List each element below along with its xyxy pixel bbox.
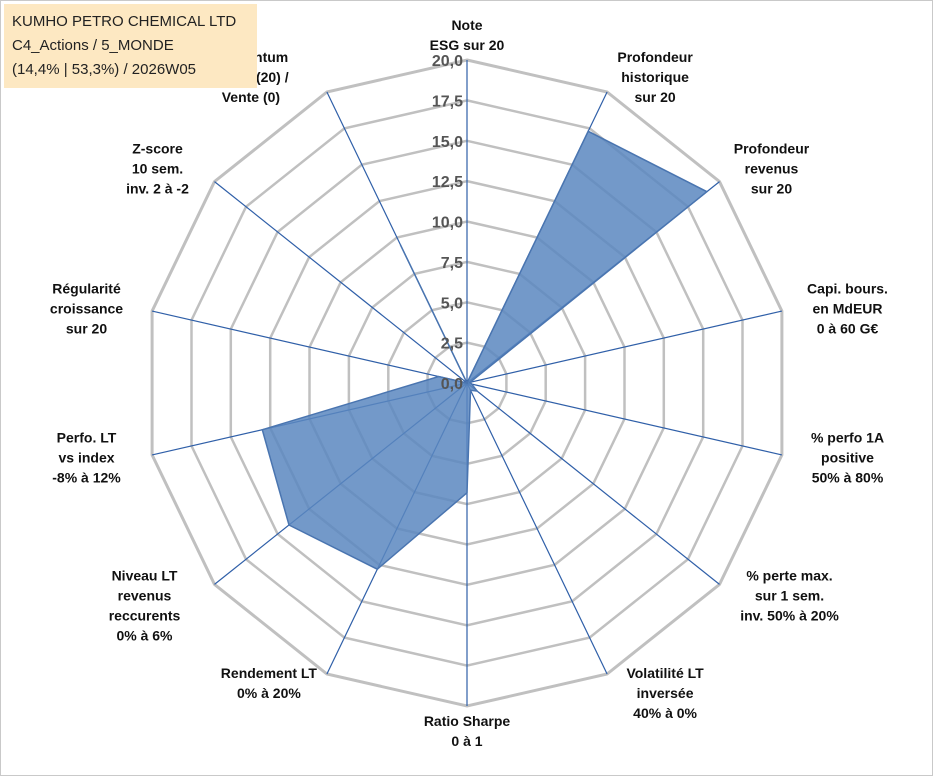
label-layer: Note ESG sur 20 Profondeur historique sur 20… [50, 17, 888, 749]
axis-label: Régularité croissance sur 20 [50, 281, 123, 337]
axis-label-line: 50% à 80% [812, 470, 884, 486]
axis-label-line: Vente (0) [222, 89, 280, 105]
tick-label: 12,5 [432, 174, 463, 191]
category-label: C4_Actions / 5_MONDE [12, 37, 174, 54]
axis-label-line: 40% à 0% [633, 705, 697, 721]
axis-label: Perfo. LT vs index -8% à 12% [52, 430, 121, 486]
axis-label-line: revenus [118, 587, 172, 603]
axis-label-line: Z-score [132, 141, 183, 157]
axis-label-line: -8% à 12% [52, 470, 121, 486]
axis-label-line: ESG sur 20 [430, 37, 505, 53]
axis-label-line: Perfo. LT [57, 430, 117, 446]
axis-label: Volatilité LT inversée 40% à 0% [626, 665, 704, 721]
tick-label: 17,5 [432, 93, 463, 110]
axis-spoke [466, 382, 783, 456]
tick-label: 10,0 [432, 215, 463, 232]
axis-label-line: Note [451, 17, 482, 33]
axis-label-line: Capi. bours. [807, 281, 888, 297]
series-layer [261, 130, 709, 571]
stats-label: (14,4% | 53,3%) / 2026W05 [12, 61, 196, 78]
axis-label-line: croissance [50, 301, 123, 317]
tick-label: 5,0 [441, 295, 463, 312]
axis-label-line: Profondeur [734, 141, 810, 157]
axis-label-line: vs index [58, 450, 114, 466]
axis-label-line: sur 20 [634, 89, 675, 105]
axis-label-line: inv. 50% à 20% [740, 607, 839, 623]
axis-label: Note ESG sur 20 [430, 17, 505, 53]
axis-label-line: Niveau LT [112, 567, 178, 583]
axis-label: Niveau LT revenus reccurents 0% à 6% [109, 567, 181, 643]
axis-label: Profondeur historique sur 20 [617, 49, 693, 105]
axis-label-line: 0% à 20% [237, 685, 301, 701]
axis-label-line: 0% à 6% [116, 627, 173, 643]
tick-layer: 0,0 2,5 5,0 7,5 10,0 12,5 15,0 17,5 20,0 [432, 53, 463, 393]
axis-label: % perfo 1A positive 50% à 80% [811, 430, 884, 486]
axis-label-line: % perfo 1A [811, 430, 884, 446]
axis-label-line: % perte max. [746, 567, 832, 583]
axis-spoke [214, 181, 468, 384]
tick-label: 0,0 [441, 376, 463, 393]
series-area [261, 130, 709, 571]
tick-label: 7,5 [441, 255, 463, 272]
axis-label-line: inv. 2 à -2 [126, 181, 189, 197]
axis-label-line: historique [621, 69, 689, 85]
axis-label-line: Profondeur [617, 49, 693, 65]
axis-label: Ratio Sharpe 0 à 1 [424, 713, 511, 749]
company-name: KUMHO PETRO CHEMICAL LTD [12, 13, 237, 30]
tick-label: 15,0 [432, 134, 463, 151]
axis-label-line: sur 20 [751, 181, 792, 197]
axis-label-line: 0 à 60 G€ [817, 321, 879, 337]
axis-label: Profondeur revenus sur 20 [734, 141, 810, 197]
axis-label-line: sur 20 [66, 321, 107, 337]
axis-label-line: en MdEUR [813, 301, 883, 317]
tick-label: 20,0 [432, 53, 463, 70]
axis-label-line: 10 sem. [132, 161, 183, 177]
tick-label: 2,5 [441, 336, 463, 353]
axis-spoke [466, 382, 608, 675]
axis-label-line: reccurents [109, 607, 181, 623]
axis-label-line: sur 1 sem. [755, 587, 824, 603]
axis-label-line: Rendement LT [221, 665, 318, 681]
axis-label: Z-score 10 sem. inv. 2 à -2 [126, 141, 189, 197]
axis-spoke [151, 310, 468, 384]
axis-label-line: Ratio Sharpe [424, 713, 511, 729]
axis-label-line: Régularité [52, 281, 121, 297]
axis-spoke [466, 382, 720, 585]
axis-label: Rendement LT 0% à 20% [221, 665, 318, 701]
axis-label-line: inversée [637, 685, 694, 701]
info-box: KUMHO PETRO CHEMICAL LTD C4_Actions / 5_… [4, 4, 257, 88]
axis-label-line: 0 à 1 [451, 733, 482, 749]
axis-label: Capi. bours. en MdEUR 0 à 60 G€ [807, 281, 888, 337]
axis-spoke [466, 310, 783, 384]
axis-label-line: Volatilité LT [626, 665, 704, 681]
axis-label: % perte max. sur 1 sem. inv. 50% à 20% [740, 567, 839, 623]
axis-label-line: positive [821, 450, 874, 466]
axis-label-line: revenus [745, 161, 799, 177]
